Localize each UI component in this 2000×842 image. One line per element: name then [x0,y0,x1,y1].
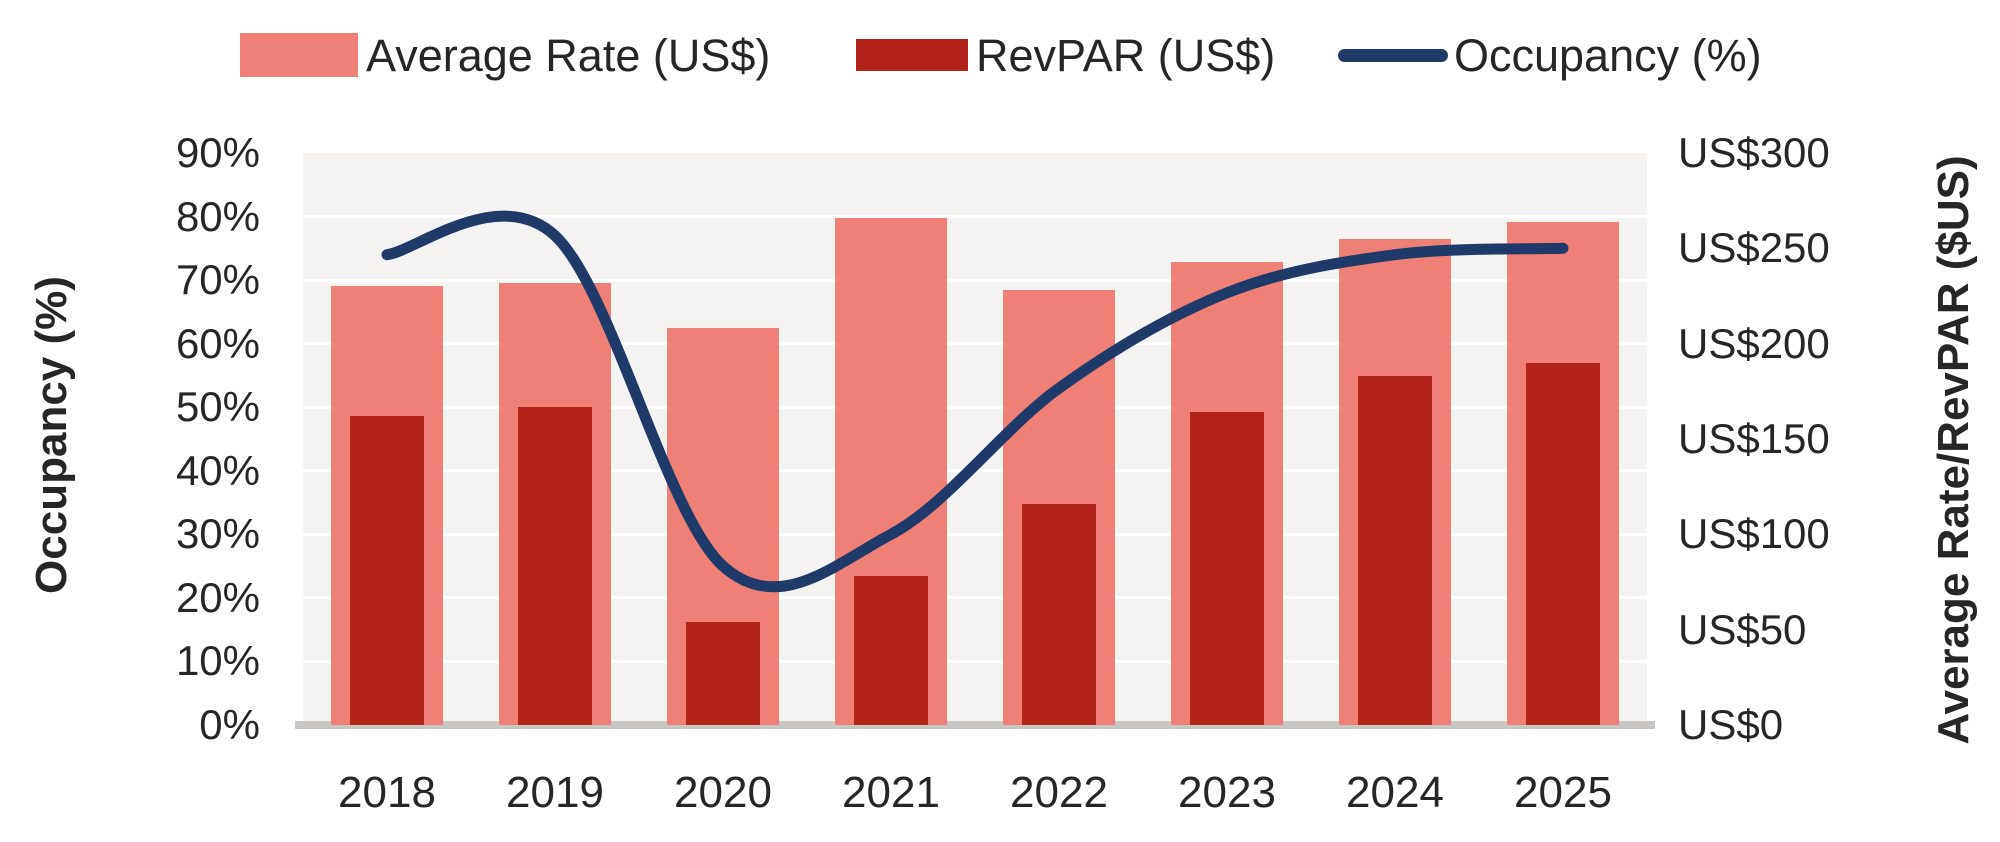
gridline-50 [303,405,1647,409]
x-tick-2024: 2024 [1346,768,1444,817]
revpar-bar-2020 [686,622,760,725]
revpar-bar-2021 [854,576,928,725]
legend-label-average-rate: Average Rate (US$) [366,29,771,81]
right-tick-US$0: US$0 [1678,701,1784,748]
occupancy-line-layer [381,210,1569,593]
left-tick-60%: 60% [175,319,260,367]
left-tick-50%: 50% [175,383,260,431]
x-tick-2022: 2022 [1010,768,1108,817]
x-tick-2025: 2025 [1514,768,1612,817]
left-tick-70%: 70% [175,256,260,304]
plot-area [303,153,1647,725]
revpar-swatch [856,39,968,71]
left-tick-0%: 0% [199,701,260,748]
occupancy-line [381,210,1569,593]
revpar-bar-2019 [518,406,592,725]
legend-item-revpar: RevPAR (US$) [856,0,1275,110]
right-tick-US$50: US$50 [1678,605,1807,653]
gridline-30 [303,532,1647,536]
left-axis-title: Occupancy (%) [27,276,76,594]
x-axis-line [295,721,1655,729]
revpar-bar-2023 [1190,412,1264,725]
right-tick-US$300: US$300 [1678,129,1830,176]
x-tick-2018: 2018 [338,768,436,817]
right-tick-US$250: US$250 [1678,224,1830,272]
left-tick-90%: 90% [175,129,260,176]
left-tick-30%: 30% [175,510,260,558]
legend-label-revpar: RevPAR (US$) [976,29,1276,81]
right-axis-title: Average Rate/RevPAR ($US) [1929,155,1978,745]
revpar-bar-2025 [1526,362,1600,725]
gridline-10 [303,659,1647,663]
right-tick-US$150: US$150 [1678,415,1830,462]
gridline-80 [303,215,1647,219]
legend-item-occupancy: Occupancy (%) [1338,0,1762,110]
left-tick-20%: 20% [175,573,260,621]
gridline-70 [303,278,1647,282]
right-tick-US$200: US$200 [1678,319,1830,367]
x-tick-2019: 2019 [506,768,604,817]
average-rate-swatch [240,33,358,77]
left-tick-40%: 40% [175,446,260,494]
revpar-bar-2018 [350,416,424,725]
occupancy-swatch [1338,48,1448,62]
x-tick-2021: 2021 [842,768,940,817]
gridline-60 [303,342,1647,346]
revpar-bar-2024 [1358,376,1432,725]
legend-label-occupancy: Occupancy (%) [1454,29,1762,81]
gridline-20 [303,596,1647,600]
revpar-bar-2022 [1022,503,1096,725]
legend-item-average-rate: Average Rate (US$) [240,0,770,110]
right-tick-US$100: US$100 [1678,510,1830,558]
x-tick-2023: 2023 [1178,768,1276,817]
left-tick-10%: 10% [175,637,260,685]
left-tick-80%: 80% [175,192,260,240]
x-tick-2020: 2020 [674,768,772,817]
